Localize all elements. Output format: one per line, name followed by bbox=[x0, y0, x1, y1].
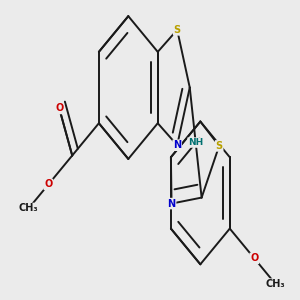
Text: S: S bbox=[174, 25, 181, 35]
Text: CH₃: CH₃ bbox=[19, 203, 39, 213]
Text: N: N bbox=[167, 199, 175, 208]
Text: O: O bbox=[44, 179, 52, 189]
Text: CH₃: CH₃ bbox=[266, 279, 285, 289]
Text: NH: NH bbox=[188, 138, 203, 147]
Text: O: O bbox=[250, 253, 258, 263]
Text: O: O bbox=[55, 103, 63, 113]
Text: N: N bbox=[173, 140, 181, 150]
Text: S: S bbox=[216, 141, 223, 151]
